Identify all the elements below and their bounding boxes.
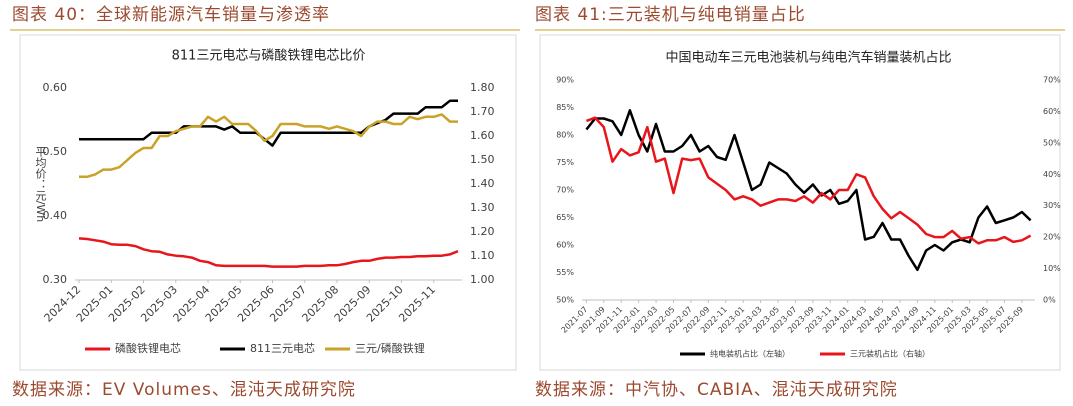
y2-tick-label: 1.40: [470, 177, 495, 190]
series-line: [585, 109, 1032, 272]
y-tick-label: 55%: [556, 268, 574, 277]
legend-label: 纯电装机占比（左轴）: [710, 349, 790, 359]
series-line: [585, 116, 1032, 245]
caption: 图表 41:三元装机与纯电销量占比: [535, 5, 806, 25]
series-line: [78, 237, 459, 268]
y-tick-label: 75%: [556, 158, 574, 167]
y-tick-label: 0.40: [43, 209, 68, 222]
y2-tick-label: 50%: [1043, 138, 1061, 147]
y2-tick-label: 30%: [1043, 201, 1061, 210]
y-tick-label: 90%: [556, 76, 574, 85]
series-line: [79, 99, 458, 147]
y2-tick-label: 1.00: [470, 273, 495, 286]
source: 数据来源：EV Volumes、混沌天成研究院: [12, 380, 356, 400]
y-tick-label: 70%: [556, 186, 574, 195]
y2-tick-label: 1.20: [470, 225, 495, 238]
y-axis-label: 平均价：元/Wh: [34, 146, 47, 223]
series-line: [79, 113, 458, 179]
y-tick-label: 65%: [556, 213, 574, 222]
y-tick-label: 60%: [556, 241, 574, 250]
source: 数据来源：中汽协、CABIA、混沌天成研究院: [535, 380, 898, 400]
y-tick-label: 50%: [556, 296, 574, 305]
legend-label: 三元装机占比（右轴）: [850, 349, 930, 359]
legend-label: 磷酸铁锂电芯: [115, 341, 181, 355]
y-tick-label: 0.50: [43, 145, 68, 158]
chart-frame: [19, 34, 517, 371]
y2-tick-label: 20%: [1043, 233, 1061, 242]
chart-title: 中国电动车三元电池装机与纯电汽车销量装机占比: [665, 50, 951, 66]
y2-tick-label: 40%: [1043, 170, 1061, 179]
y2-tick-label: 1.80: [470, 81, 495, 94]
chart-title: 811三元电芯与磷酸铁锂电芯比价: [172, 49, 366, 64]
y2-tick-label: 60%: [1043, 107, 1061, 116]
y2-tick-label: 1.10: [470, 249, 495, 262]
y-tick-label: 0.60: [43, 81, 68, 94]
caption: 图表 40：全球新能源汽车销量与渗透率: [12, 5, 330, 25]
legend-label: 811三元电芯: [250, 341, 315, 355]
chart-frame: [539, 34, 1061, 371]
y2-tick-label: 70%: [1043, 76, 1061, 85]
y2-tick-label: 1.50: [470, 153, 495, 166]
y2-tick-label: 1.60: [470, 129, 495, 142]
y2-tick-label: 0%: [1043, 296, 1056, 305]
y-tick-label: 85%: [556, 103, 574, 112]
y2-tick-label: 1.30: [470, 201, 495, 214]
legend-label: 三元/磷酸铁锂: [355, 341, 425, 355]
y2-tick-label: 10%: [1043, 264, 1061, 273]
y2-tick-label: 1.70: [470, 105, 495, 118]
y-tick-label: 80%: [556, 131, 574, 140]
y-tick-label: 0.30: [43, 273, 68, 286]
